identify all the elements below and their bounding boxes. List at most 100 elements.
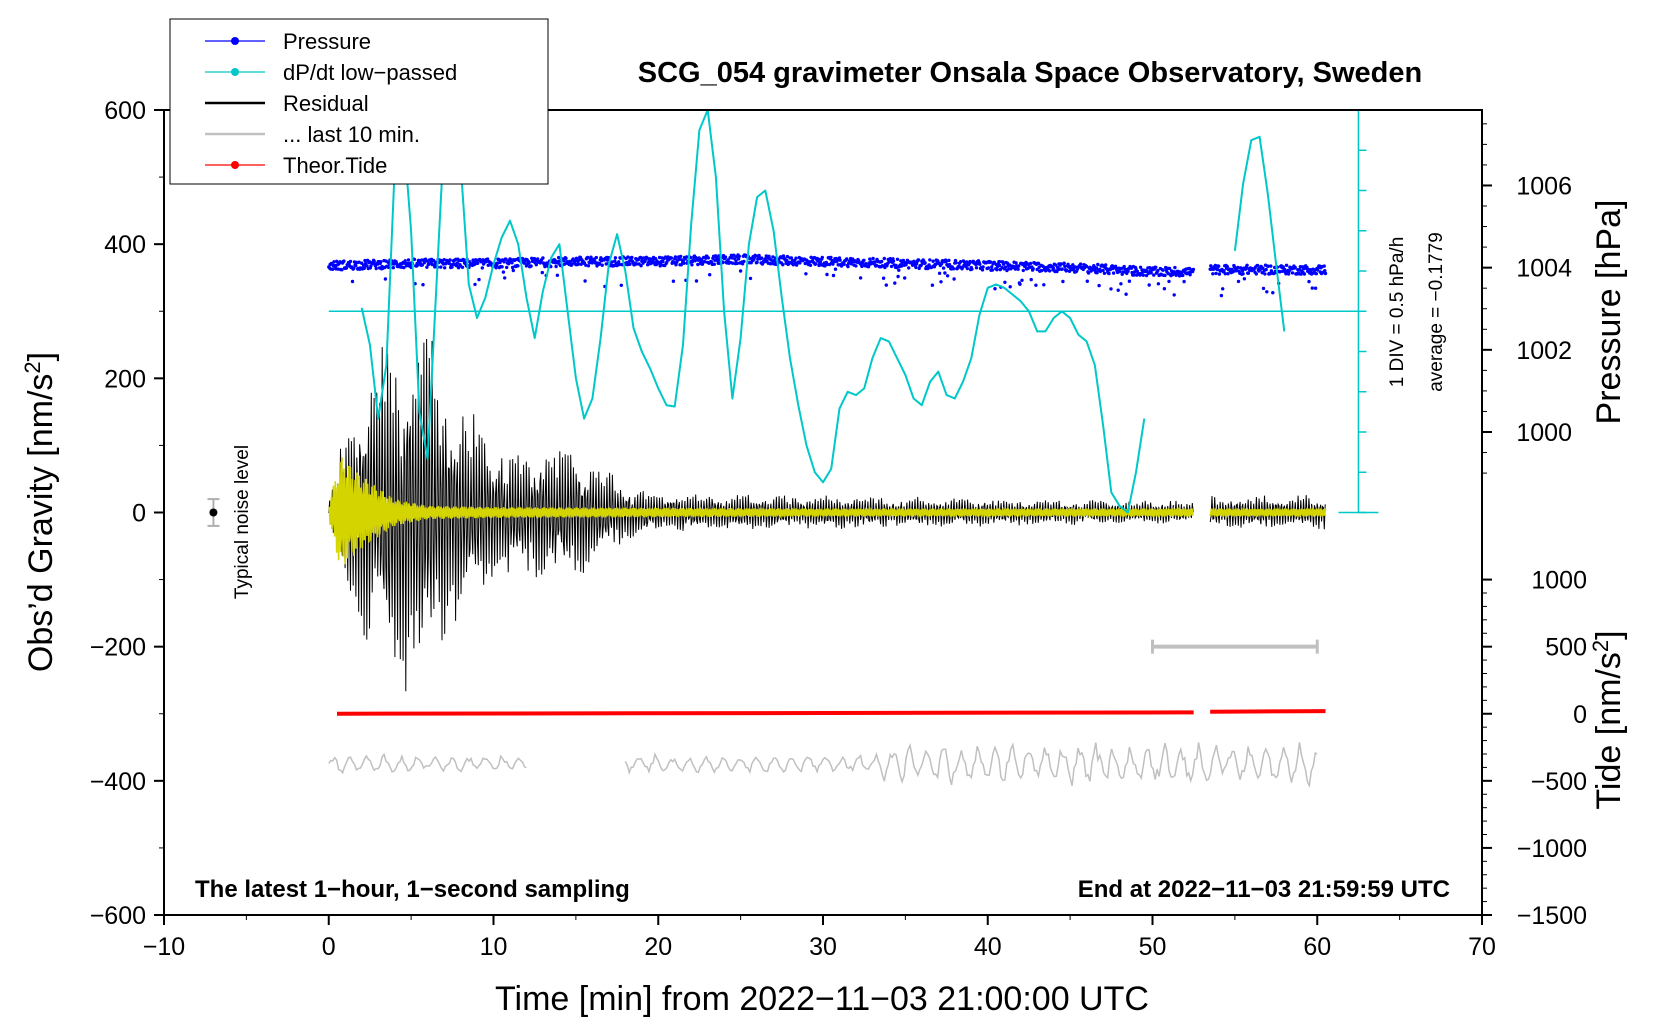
pressure-point bbox=[893, 281, 897, 285]
pressure-point bbox=[874, 263, 879, 267]
pressure-point bbox=[889, 264, 894, 269]
pressure-point bbox=[673, 255, 678, 259]
x-tick-label: 0 bbox=[322, 933, 336, 961]
pressure-point bbox=[952, 277, 956, 281]
pressure-point bbox=[677, 257, 681, 261]
pressure-point bbox=[610, 260, 614, 264]
pressure-point bbox=[402, 265, 406, 270]
pressure-point bbox=[634, 262, 639, 266]
pressure-point bbox=[931, 259, 935, 263]
pressure-point bbox=[842, 262, 846, 266]
pressure-point bbox=[500, 265, 504, 269]
pressure-point bbox=[1111, 271, 1116, 275]
pressure-point bbox=[1102, 271, 1107, 275]
y-tick-label: −200 bbox=[90, 634, 146, 662]
pressure-point bbox=[785, 254, 790, 259]
pressure-point bbox=[899, 264, 904, 268]
pressure-point bbox=[1001, 262, 1006, 266]
legend-label: dP/dt low−passed bbox=[283, 60, 457, 85]
pressure-point bbox=[597, 261, 602, 266]
pressure-point bbox=[1322, 264, 1326, 268]
pressure-point bbox=[945, 274, 950, 278]
pressure-point bbox=[663, 255, 668, 259]
pressure-point bbox=[1302, 272, 1307, 276]
noise-level-label: Typical noise level bbox=[232, 445, 253, 599]
pressure-point bbox=[1187, 266, 1192, 271]
pressure-point bbox=[617, 260, 621, 264]
pressure-point bbox=[1067, 269, 1072, 273]
pressure-point bbox=[712, 262, 716, 266]
pressure-point bbox=[516, 264, 520, 268]
legend-marker bbox=[231, 37, 239, 45]
pressure-point bbox=[1108, 267, 1113, 272]
pressure-point bbox=[970, 267, 974, 271]
pressure-point bbox=[891, 259, 896, 263]
pressure-point bbox=[511, 268, 515, 273]
x-tick-label: 60 bbox=[1303, 933, 1331, 961]
pressure-point bbox=[619, 283, 623, 287]
tide-series bbox=[336, 709, 1326, 716]
pressure-point bbox=[589, 255, 593, 259]
dpdt-series bbox=[360, 110, 1286, 514]
pressure-point bbox=[1163, 273, 1167, 278]
pressure-point bbox=[990, 268, 995, 272]
pressure-point bbox=[1209, 264, 1213, 268]
pressure-point bbox=[1084, 264, 1089, 269]
pressure-point bbox=[1018, 282, 1022, 286]
pressure-point bbox=[472, 262, 477, 267]
pressure-point bbox=[659, 262, 663, 267]
pressure-point bbox=[576, 262, 581, 266]
pressure-point bbox=[965, 266, 969, 271]
pressure-point bbox=[1260, 271, 1264, 275]
pressure-point bbox=[937, 261, 941, 265]
pressure-point bbox=[1188, 273, 1192, 277]
pressure-point bbox=[1171, 272, 1175, 277]
pressure-point bbox=[897, 268, 901, 272]
pressure-point bbox=[1266, 264, 1270, 268]
pressure-point bbox=[485, 257, 490, 261]
pressure-point bbox=[1020, 278, 1024, 282]
y-axis-label-main: Obs’d Gravity [nm/s bbox=[22, 374, 60, 673]
pressure-tick-label: 1004 bbox=[1516, 255, 1572, 283]
pressure-point bbox=[816, 257, 821, 261]
pressure-point bbox=[1061, 279, 1065, 284]
legend-box bbox=[169, 18, 549, 185]
pressure-point bbox=[1126, 269, 1130, 273]
y-axis-ticks: −600 −400 −200 0 200 400 600 bbox=[90, 97, 164, 930]
last-10-min-line bbox=[328, 752, 527, 775]
pressure-point bbox=[477, 277, 481, 282]
pressure-point bbox=[1028, 261, 1033, 266]
pressure-point bbox=[1066, 262, 1070, 266]
pressure-point bbox=[555, 273, 560, 277]
pressure-point bbox=[742, 259, 746, 264]
pressure-point bbox=[804, 272, 808, 276]
pressure-point bbox=[947, 258, 951, 263]
pressure-point bbox=[706, 256, 710, 260]
pressure-point bbox=[1217, 264, 1221, 268]
pressure-point bbox=[1079, 262, 1083, 266]
pressure-point bbox=[990, 265, 994, 269]
pressure-point bbox=[988, 260, 993, 264]
pressure-point bbox=[617, 262, 622, 267]
pressure-point bbox=[1095, 271, 1099, 275]
pressure-point bbox=[1042, 283, 1046, 287]
legend-marker bbox=[231, 161, 239, 169]
pressure-point bbox=[1223, 272, 1228, 276]
pressure-point bbox=[527, 260, 531, 265]
pressure-point bbox=[903, 276, 907, 280]
y-axis-label: Obs’d Gravity [nm/s2] bbox=[20, 352, 61, 672]
pressure-point bbox=[1117, 269, 1122, 274]
sampling-annotation: The latest 1−hour, 1−second sampling bbox=[195, 876, 630, 903]
tide-line bbox=[336, 710, 1194, 716]
pressure-point bbox=[1031, 267, 1035, 271]
pressure-point bbox=[993, 287, 997, 291]
pressure-point bbox=[1127, 279, 1132, 283]
pressure-tick-label: 1000 bbox=[1516, 419, 1572, 447]
x-tick-label: −10 bbox=[143, 933, 185, 961]
pressure-point bbox=[510, 265, 515, 270]
y-tick-label: −400 bbox=[90, 768, 146, 796]
pressure-point bbox=[846, 264, 850, 269]
pressure-point bbox=[748, 276, 753, 281]
x-tick-label: 30 bbox=[809, 933, 837, 961]
pressure-point bbox=[1167, 266, 1172, 271]
